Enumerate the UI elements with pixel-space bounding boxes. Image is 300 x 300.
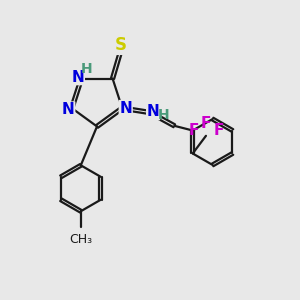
- Text: N: N: [71, 70, 84, 85]
- Text: N: N: [147, 104, 160, 119]
- Text: F: F: [201, 116, 211, 131]
- Text: N: N: [119, 100, 132, 116]
- Text: N: N: [62, 102, 75, 117]
- Text: F: F: [188, 123, 199, 138]
- Text: S: S: [115, 36, 127, 54]
- Text: CH₃: CH₃: [69, 233, 92, 246]
- Text: F: F: [213, 123, 224, 138]
- Text: H: H: [81, 62, 92, 76]
- Text: H: H: [157, 109, 169, 122]
